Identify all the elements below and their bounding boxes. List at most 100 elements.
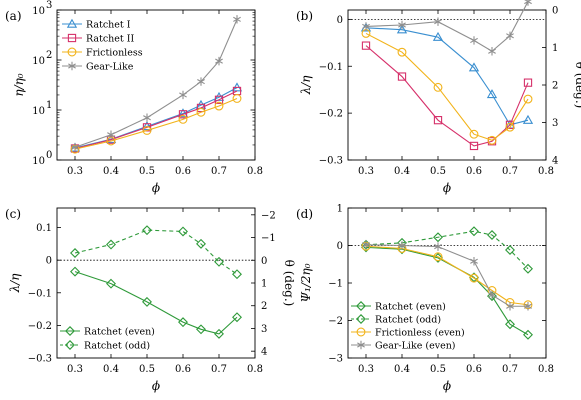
x-tick-label: 0.5	[430, 364, 446, 375]
y2-tick-label: 0	[261, 256, 267, 267]
series-line	[365, 245, 529, 306]
x-tick-label: 0.4	[103, 166, 119, 177]
legend-label: Ratchet (odd)	[375, 315, 441, 326]
data-point	[397, 47, 407, 57]
data-point	[487, 230, 497, 240]
y-tick-label: 0	[46, 256, 52, 267]
y-tick-exponent: 3	[46, 0, 52, 11]
x-tick-label: 0.6	[466, 364, 482, 375]
data-point	[433, 232, 443, 243]
legend-marker	[65, 326, 75, 336]
legend-label: Ratchet (even)	[375, 302, 446, 313]
series-line	[74, 97, 238, 150]
data-point	[487, 291, 497, 302]
legend-marker	[356, 314, 366, 324]
y-tick-label: −0.2	[319, 109, 343, 120]
data-point	[214, 95, 224, 104]
y2-tick-label: 2	[552, 81, 558, 92]
legend-label: Ratchet I	[86, 20, 131, 31]
x-tick-label: 0.4	[394, 166, 410, 177]
legend-label: Ratchet II	[86, 34, 135, 45]
data-point	[488, 47, 496, 56]
data-point	[196, 324, 206, 335]
y-tick-label: 10	[32, 156, 45, 167]
series-line	[365, 32, 529, 141]
panel-label: (a)	[5, 9, 22, 23]
data-point	[505, 319, 515, 330]
data-point	[524, 302, 532, 311]
y-tick-label: −2	[328, 316, 343, 327]
data-point	[214, 101, 224, 111]
data-point	[522, 114, 534, 124]
data-point	[469, 141, 479, 151]
data-point	[487, 135, 497, 145]
panel-b: 0.3 0.4 0.5 0.6 0.7 0.8 0 −0.1 −0.2 −0.3 0 1 2 3 4 θ (d…	[296, 0, 581, 195]
x-tick-label: 0.7	[211, 166, 227, 177]
x-tick-label: 0.6	[466, 166, 482, 177]
y2-axis-label: θ (deg.)	[573, 62, 581, 109]
data-point	[232, 312, 242, 323]
x-tick-label: 0.7	[211, 364, 227, 375]
y2-tick-label: 3	[261, 324, 267, 335]
y-tick-label: 0	[337, 241, 343, 252]
y2-tick-label: 0	[552, 6, 558, 17]
data-point	[196, 103, 206, 113]
series-ratchet-odd-	[70, 225, 242, 280]
legend-marker	[356, 301, 366, 311]
series-line	[365, 244, 528, 307]
y-axis-label: Ψ₁/2η₀	[299, 263, 313, 302]
y-tick-label: −0.3	[319, 156, 343, 167]
series-line	[74, 229, 238, 275]
data-point	[398, 20, 406, 30]
data-point	[433, 116, 443, 125]
data-point	[434, 17, 442, 26]
legend: Ratchet (even) Ratchet (odd) Frictionless …	[351, 301, 465, 352]
data-point	[398, 241, 406, 250]
legend-label: Ratchet (odd)	[84, 341, 150, 352]
panel-a: 0.3 0.4 0.5 0.6 0.7 0.8100101102103ϕη/η₀(a)Ra…	[5, 0, 263, 195]
data-point	[396, 24, 408, 34]
series-gear-like-even-	[362, 240, 532, 311]
data-point	[362, 22, 370, 31]
data-point	[143, 113, 151, 122]
legend-label: Frictionless (even)	[375, 328, 465, 339]
x-axis-label: ϕ	[443, 181, 451, 195]
data-point	[197, 77, 205, 86]
data-point	[523, 78, 533, 87]
data-point	[214, 256, 224, 267]
series-frictionless	[70, 94, 242, 154]
data-point	[70, 266, 80, 277]
legend-label: Frictionless	[86, 48, 143, 59]
y2-axis-label: θ (deg.)	[282, 260, 296, 307]
data-point	[523, 329, 533, 340]
data-point	[106, 239, 116, 250]
data-point	[215, 56, 223, 66]
legend-marker	[67, 47, 77, 57]
x-axis-label: ϕ	[152, 181, 160, 195]
y-tick-label: −3	[328, 354, 343, 365]
data-point	[106, 278, 116, 289]
y-tick-label: −1	[328, 279, 343, 290]
axes-frame	[56, 9, 256, 161]
y2-tick-label: −2	[261, 210, 276, 221]
y-axis-label: η/η₀	[12, 73, 26, 96]
data-point	[141, 121, 153, 131]
data-point	[107, 130, 115, 139]
y-tick-label: −0.3	[28, 354, 52, 365]
data-point	[433, 82, 443, 92]
y-tick-label: 10	[32, 106, 45, 117]
x-axis-label: ϕ	[443, 379, 451, 393]
x-tick-label: 0.7	[502, 166, 518, 177]
panel-label: (d)	[296, 207, 313, 221]
y-tick-label: 0	[337, 15, 343, 26]
y-tick-label: 10	[32, 6, 45, 17]
series-frictionless-even-	[361, 241, 533, 310]
data-point	[196, 238, 206, 249]
legend-marker	[357, 340, 365, 350]
data-point	[469, 226, 479, 237]
x-tick-label: 0.4	[103, 364, 119, 375]
x-tick-label: 0.8	[538, 364, 554, 375]
series-line	[365, 1, 529, 52]
data-point	[506, 31, 514, 40]
data-point	[233, 15, 241, 24]
